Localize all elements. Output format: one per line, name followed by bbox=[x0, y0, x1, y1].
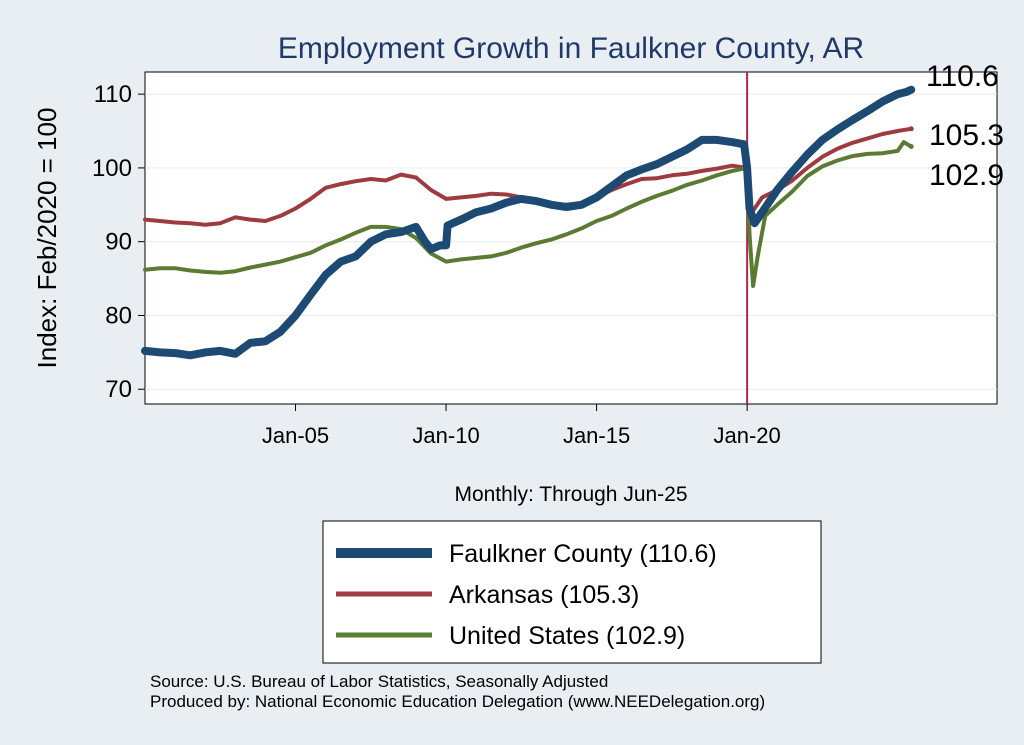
chart-title: Employment Growth in Faulkner County, AR bbox=[278, 32, 864, 65]
grid-layer bbox=[145, 93, 997, 390]
plot-area bbox=[144, 71, 998, 405]
series-layer bbox=[141, 85, 916, 360]
series-end-point bbox=[908, 144, 914, 150]
x-axis-label: Monthly: Through Jun-25 bbox=[454, 483, 687, 506]
series-end-point bbox=[908, 87, 914, 93]
y-tick-label: 90 bbox=[105, 229, 132, 256]
y-tick-label: 110 bbox=[94, 81, 132, 108]
x-tick-label: Jan-20 bbox=[713, 423, 780, 448]
y-axis-label: Index: Feb/2020 = 100 bbox=[32, 108, 62, 369]
produced-by-note: Produced by: National Economic Education… bbox=[150, 692, 766, 711]
legend-entry: Arkansas (105.3) bbox=[449, 581, 639, 609]
x-tick-label: Jan-05 bbox=[262, 423, 329, 448]
legend: Faulkner County (110.6) Arkansas (105.3) U… bbox=[322, 520, 822, 664]
series-end-label: 110.6 bbox=[926, 60, 999, 93]
end-label-layer: 110.6 105.3 102.9 bbox=[908, 60, 1004, 192]
y-tick-label: 70 bbox=[105, 376, 132, 403]
legend-items: Faulkner County (110.6) Arkansas (105.3) U… bbox=[336, 540, 717, 650]
series-end-label: 105.3 bbox=[929, 119, 1004, 152]
series-line-united-states bbox=[143, 140, 914, 288]
legend-entry: Faulkner County (110.6) bbox=[449, 540, 717, 568]
legend-entry: United States (102.9) bbox=[449, 622, 685, 650]
series-end-point bbox=[908, 126, 914, 132]
axis-layer: 70 80 90 100 110 Jan-05 Jan-10 Jan-15 Jan-20 bbox=[92, 81, 781, 448]
y-tick-label: 80 bbox=[105, 302, 132, 329]
series-line-faulkner-county bbox=[141, 85, 916, 360]
source-note: Source: U.S. Bureau of Labor Statistics,… bbox=[150, 672, 609, 691]
y-tick-label: 100 bbox=[92, 155, 132, 182]
series-end-label: 102.9 bbox=[929, 159, 1004, 192]
x-tick-label: Jan-15 bbox=[563, 423, 630, 448]
x-tick-label: Jan-10 bbox=[412, 423, 479, 448]
